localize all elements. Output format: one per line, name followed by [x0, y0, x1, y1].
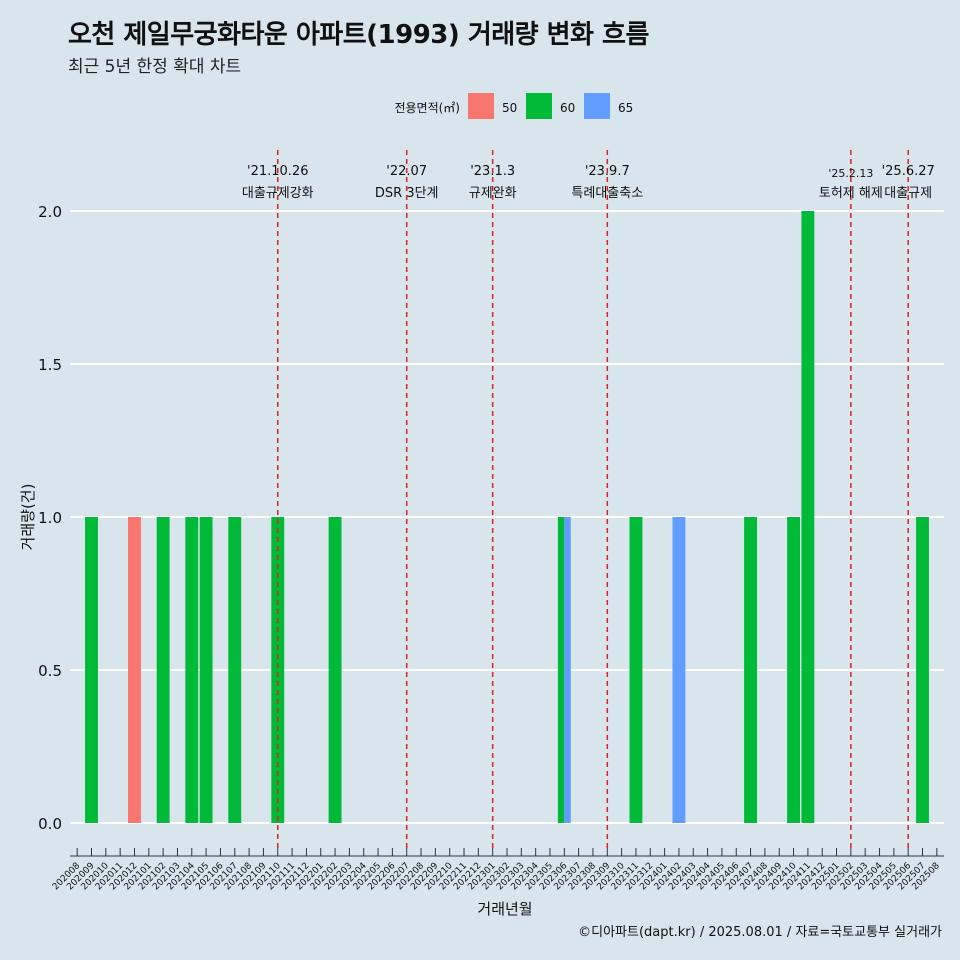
legend-swatch-65 — [584, 93, 610, 119]
legend-title: 전용면적(㎡) — [394, 101, 460, 115]
event-label: 토허제 해제 — [819, 186, 883, 201]
event-date: '25.2.13 — [828, 167, 873, 180]
x-axis-label: 거래년월 — [477, 900, 532, 918]
bar-202507-60 — [916, 517, 929, 823]
event-label: DSR 3단계 — [375, 186, 439, 201]
event-label: 대출규제 — [884, 186, 932, 201]
legend-label-60: 60 — [560, 101, 575, 115]
bar-202407-60 — [744, 517, 758, 823]
y-tick-label: 0.0 — [38, 815, 62, 833]
source-caption: ©디아파트(dapt.kr) / 2025.08.01 / 자료=국토교통부 실… — [578, 925, 942, 940]
y-axis-label: 거래량(건) — [19, 484, 37, 551]
y-tick-label: 2.0 — [38, 203, 62, 221]
bar-202306-65 — [564, 517, 571, 823]
x-axis: 2020082020092020102020112020122021012021… — [51, 848, 944, 892]
bar-202012-50 — [128, 517, 141, 823]
bar-202202-60 — [328, 517, 342, 823]
y-tick-label: 0.5 — [38, 662, 62, 680]
event-date: '23.9.7 — [585, 164, 630, 179]
event-lines: '21.10.26 대출규제강화 '22.07 DSR 3단계 '23.1.3 규제완화 '… — [242, 150, 935, 850]
y-tick-label: 1.0 — [38, 509, 62, 527]
bar-202104-60 — [185, 517, 199, 823]
bar-202009-60 — [85, 517, 98, 823]
bar-202110-60 — [271, 517, 285, 823]
bar-202105-60 — [199, 517, 213, 823]
y-tick-label: 1.5 — [38, 356, 62, 374]
event-date: '23.1.3 — [470, 164, 515, 179]
chart-subtitle: 최근 5년 한정 확대 차트 — [68, 57, 242, 77]
legend-swatch-60 — [526, 93, 552, 119]
legend-swatch-50 — [468, 93, 494, 119]
bars — [85, 211, 929, 823]
bar-202107-60 — [228, 517, 242, 823]
bar-202411-60 — [801, 211, 815, 823]
legend-label-50: 50 — [502, 101, 517, 115]
event-date: '21.10.26 — [247, 164, 308, 179]
legend: 전용면적(㎡) 50 60 65 — [394, 93, 633, 119]
bar-202311-60 — [629, 517, 643, 823]
bar-202402-65 — [672, 517, 686, 823]
bar-202306-60 — [557, 517, 565, 823]
bar-202410-60 — [787, 517, 801, 823]
chart-title: 오천 제일무궁화타운 아파트(1993) 거래량 변화 흐름 — [68, 20, 649, 50]
legend-label-65: 65 — [618, 101, 633, 115]
event-label: 대출규제강화 — [242, 186, 314, 201]
bar-202102-60 — [156, 517, 170, 823]
event-date: '25.6.27 — [882, 164, 935, 179]
event-date: '22.07 — [386, 164, 427, 179]
y-axis-ticks: 0.0 0.5 1.0 1.5 2.0 — [38, 203, 62, 833]
event-label: 규제완화 — [469, 186, 517, 201]
event-label: 특례대출축소 — [571, 186, 643, 201]
